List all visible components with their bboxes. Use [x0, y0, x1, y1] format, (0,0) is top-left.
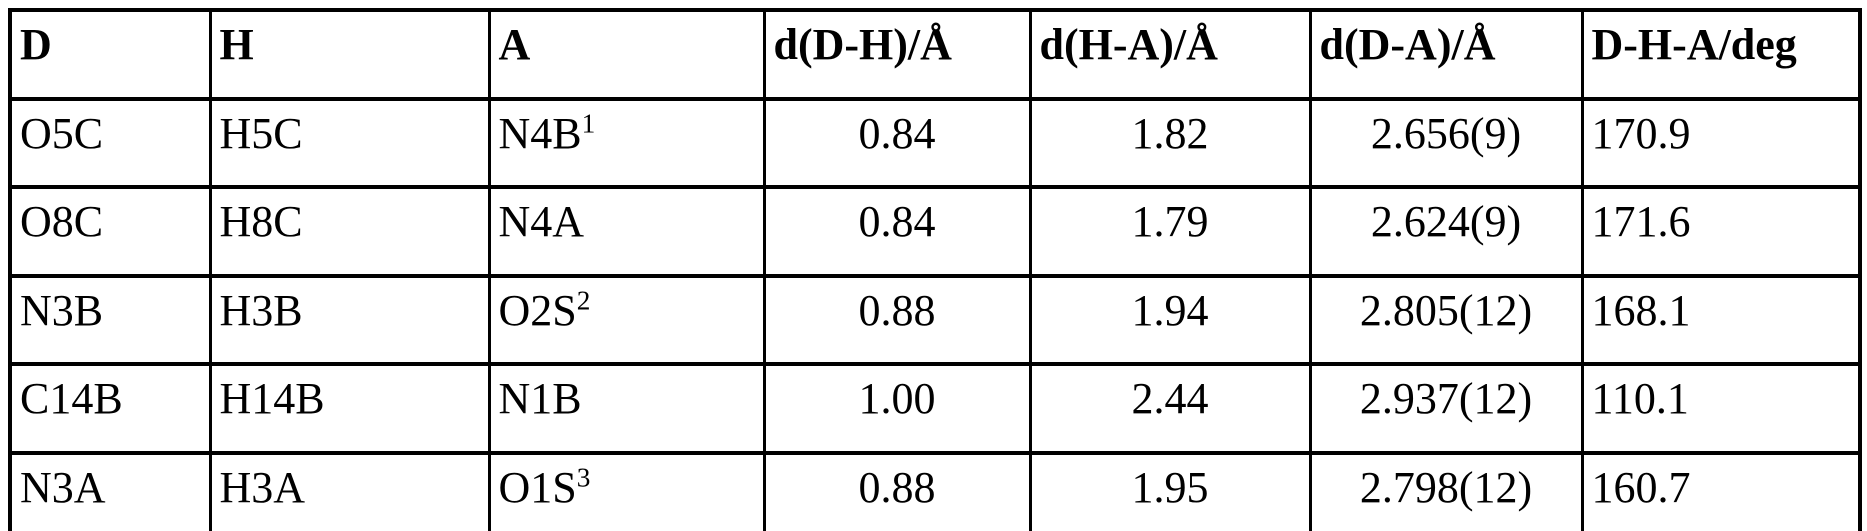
cell-hydrogen: H5C	[208, 96, 491, 190]
acceptor-label: O1S	[498, 462, 577, 512]
cell-angle: 171.6	[1580, 185, 1862, 278]
acceptor-label: N1B	[498, 374, 582, 424]
acceptor-label: O2S	[498, 285, 577, 335]
col-header-angle: D-H-A/deg	[1580, 8, 1862, 101]
header-row: D H A d(D-H)/Å d(H-A)/Å d(D-A)/Å D-H-A/d…	[8, 8, 1862, 101]
table-row: O5C H5C N4B1 0.84 1.82 2.656(9) 170.9	[8, 96, 1862, 190]
cell-acceptor: N1B	[487, 362, 766, 455]
cell-d-ha: 1.94	[1028, 273, 1312, 367]
table-row: C14B H14B N1B 1.00 2.44 2.937(12) 110.1	[8, 362, 1862, 455]
cell-acceptor: N4A	[487, 185, 766, 278]
cell-d-ha: 1.79	[1028, 185, 1312, 278]
cell-donor: C14B	[8, 362, 212, 455]
cell-d-da: 2.656(9)	[1308, 96, 1584, 190]
cell-d-da: 2.937(12)	[1308, 362, 1584, 455]
cell-donor: N3A	[8, 450, 212, 531]
col-header-d-da: d(D-A)/Å	[1308, 8, 1584, 101]
cell-angle: 168.1	[1580, 273, 1862, 367]
hydrogen-bond-table: D H A d(D-H)/Å d(H-A)/Å d(D-A)/Å D-H-A/d…	[8, 8, 1862, 531]
cell-hydrogen: H3B	[208, 273, 491, 367]
col-header-d-ha: d(H-A)/Å	[1028, 8, 1312, 101]
cell-d-ha: 1.95	[1028, 450, 1312, 531]
cell-hydrogen: H14B	[208, 362, 491, 455]
cell-d-da: 2.798(12)	[1308, 450, 1584, 531]
cell-acceptor: O2S2	[487, 273, 766, 367]
table-row: O8C H8C N4A 0.84 1.79 2.624(9) 171.6	[8, 185, 1862, 278]
cell-donor: N3B	[8, 273, 212, 367]
col-header-acceptor: A	[487, 8, 766, 101]
cell-d-da: 2.624(9)	[1308, 185, 1584, 278]
cell-d-dh: 1.00	[762, 362, 1032, 455]
cell-d-da: 2.805(12)	[1308, 273, 1584, 367]
col-header-donor: D	[8, 8, 212, 101]
cell-donor: O5C	[8, 96, 212, 190]
cell-acceptor: N4B1	[487, 96, 766, 190]
cell-hydrogen: H3A	[208, 450, 491, 531]
acceptor-label: N4A	[498, 197, 585, 247]
cell-angle: 110.1	[1580, 362, 1862, 455]
acceptor-symmetry-superscript: 3	[576, 462, 591, 493]
cell-d-dh: 0.84	[762, 96, 1032, 190]
cell-donor: O8C	[8, 185, 212, 278]
cell-d-ha: 1.82	[1028, 96, 1312, 190]
cell-angle: 160.7	[1580, 450, 1862, 531]
col-header-d-dh: d(D-H)/Å	[762, 8, 1032, 101]
col-header-hydrogen: H	[208, 8, 491, 101]
table-row: N3A H3A O1S3 0.88 1.95 2.798(12) 160.7	[8, 450, 1862, 531]
cell-d-dh: 0.88	[762, 450, 1032, 531]
cell-acceptor: O1S3	[487, 450, 766, 531]
cell-hydrogen: H8C	[208, 185, 491, 278]
acceptor-label: N4B	[498, 108, 582, 158]
cell-d-ha: 2.44	[1028, 362, 1312, 455]
cell-d-dh: 0.88	[762, 273, 1032, 367]
table-row: N3B H3B O2S2 0.88 1.94 2.805(12) 168.1	[8, 273, 1862, 367]
acceptor-symmetry-superscript: 2	[576, 285, 591, 316]
acceptor-symmetry-superscript: 1	[581, 107, 596, 138]
cell-angle: 170.9	[1580, 96, 1862, 190]
cell-d-dh: 0.84	[762, 185, 1032, 278]
